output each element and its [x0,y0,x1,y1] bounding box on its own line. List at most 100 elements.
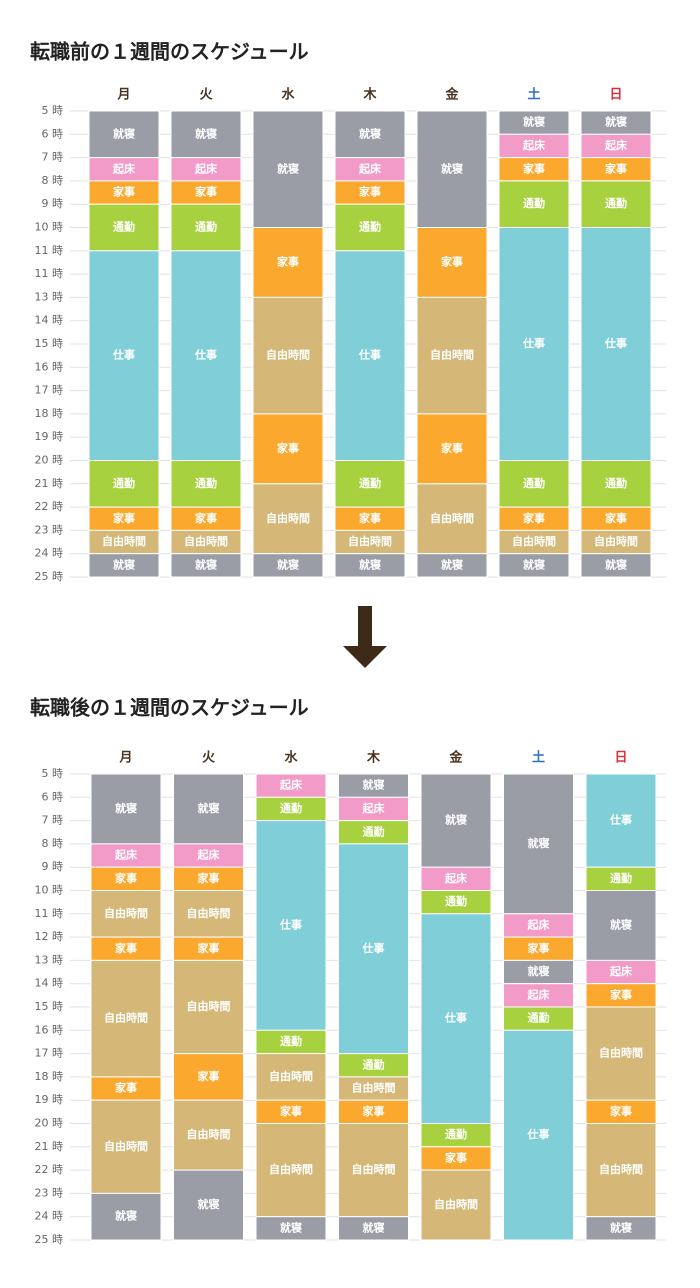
segment-label: 就寝 [363,1220,385,1234]
y-tick-label: 13 時 [35,290,64,303]
segment-label: 家事 [359,511,381,525]
day-label: 火 [202,751,216,766]
segment-label: 家事 [115,871,137,885]
y-tick-label: 8 時 [42,837,64,850]
segment-label: 家事 [610,987,632,1001]
y-tick-label: 5 時 [42,104,64,117]
segment-label: 就寝 [605,557,627,571]
segment [416,227,488,298]
segment-label: 家事 [198,871,220,885]
segment-label: 仕事 [358,348,381,362]
segment [580,180,652,228]
segment [580,227,652,461]
segment-label: 自由時間 [430,348,474,362]
segment-label: 就寝 [605,115,627,129]
segment-label: 仕事 [279,917,302,931]
segment-label: 起床 [604,138,628,152]
y-tick-label: 25 時 [35,570,64,583]
segment-label: 家事 [113,511,135,525]
segment-label: 起床 [609,964,633,978]
segment-label: 自由時間 [430,511,474,525]
segment [170,460,242,508]
segment-label: 自由時間 [594,534,638,548]
y-tick-label: 24 時 [35,547,64,560]
segment-label: 起床 [444,871,468,885]
segment [252,296,324,415]
y-tick-label: 11 時 [35,244,64,257]
segment-label: 就寝 [441,161,463,175]
segment-label: 家事 [605,511,627,525]
y-tick-label: 9 時 [42,860,64,873]
segment [173,959,244,1055]
segment-label: 家事 [441,441,463,455]
segment-label: 家事 [523,511,545,525]
segment-label: 仕事 [527,1127,550,1141]
y-tick-label: 10 時 [35,221,64,234]
segment-label: 家事 [195,511,217,525]
segment [88,553,160,578]
segment-label: 家事 [195,185,217,199]
segment-label: 仕事 [609,813,632,827]
segment [90,1099,162,1194]
segment-label: 就寝 [610,1220,632,1234]
segment-label: 通勤 [359,476,381,490]
segment-label: 就寝 [359,126,381,140]
segment-label: 通勤 [113,476,135,490]
segment-label: 家事 [198,941,220,955]
y-tick-label: 17 時 [35,384,64,397]
chart: 転職後の１週間のスケジュール 5 時 6 時 7 時 8 時 9 時 10 時 11 時 12 … [30,696,666,1246]
y-tick-label: 18 時 [35,1070,64,1083]
segment-label: 通勤 [359,220,381,234]
segment-label: 自由時間 [512,534,556,548]
day-label: 火 [199,88,213,103]
segment [580,460,652,508]
segment-label: 家事 [115,1081,137,1095]
segment-label: 家事 [277,441,299,455]
day-label: 日 [609,88,622,103]
segment [88,460,160,508]
segment-label: 就寝 [363,778,385,792]
segment-label: 起床 [194,161,218,175]
segment-label: 就寝 [441,557,463,571]
segment-label: 起床 [279,778,303,792]
segment-label: 就寝 [277,557,299,571]
segment [255,1216,327,1241]
y-tick-label: 15 時 [35,337,64,350]
segment [173,1053,244,1101]
segment-label: 自由時間 [348,534,392,548]
day-label: 日 [614,751,627,766]
segment-label: 自由時間 [599,1046,643,1060]
arrow [343,606,387,668]
segment [252,110,324,228]
y-tick-label: 22 時 [35,1163,64,1176]
segment-label: 家事 [363,1104,385,1118]
segment-label: 就寝 [523,115,545,129]
segment [255,1053,327,1101]
y-tick-label: 20 時 [35,1117,64,1130]
segment-label: 起床 [362,801,386,815]
segment-label: 起床 [527,987,551,1001]
y-tick-label: 15 時 [35,1000,64,1013]
segment-label: 仕事 [362,941,385,955]
segment-label: 家事 [523,161,545,175]
day-label: 土 [527,87,540,103]
segment-label: 通勤 [363,824,385,838]
segment-label: 起床 [112,161,136,175]
segment [173,1169,244,1241]
y-tick-label: 7 時 [42,814,64,827]
segment [416,483,488,555]
segment [420,1169,492,1241]
segment [503,1029,574,1241]
segment [416,413,488,485]
segment-label: 就寝 [195,126,217,140]
segment [585,773,657,868]
segment-label: 起床 [358,161,382,175]
segment-label: 家事 [441,254,463,268]
segment-label: 自由時間 [352,1162,396,1176]
segment-label: 自由時間 [269,1069,313,1083]
segment-label: 就寝 [445,813,467,827]
y-tick-label: 19 時 [35,1093,64,1106]
segment [252,553,324,578]
segment-label: 就寝 [528,964,550,978]
